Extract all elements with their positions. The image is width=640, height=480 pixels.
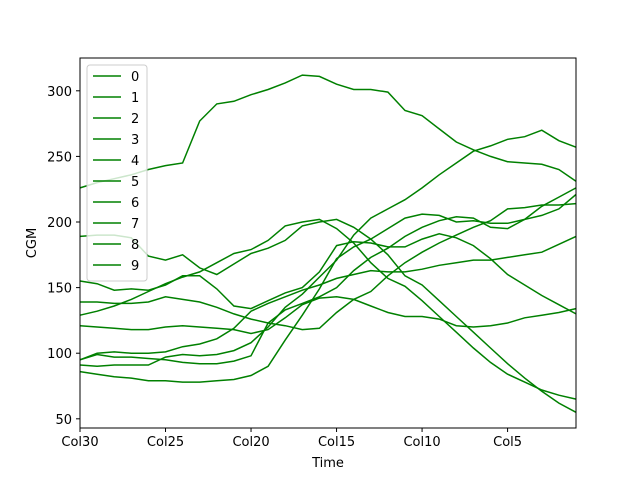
x-tick-label: Col20 xyxy=(232,435,269,450)
series-line-4 xyxy=(79,218,577,400)
legend-label-3: 3 xyxy=(131,133,139,148)
legend-label-7: 7 xyxy=(131,217,139,232)
series-lines xyxy=(79,74,577,413)
y-tick-label: 200 xyxy=(47,216,72,231)
y-tick-label: 100 xyxy=(47,347,72,362)
series-line-1 xyxy=(79,218,577,413)
x-tick-label: Col15 xyxy=(318,435,355,450)
x-axis: Col30 Col25 Col20 Col15 Col10 Col5 xyxy=(61,428,522,450)
x-tick-label: Col30 xyxy=(61,435,98,450)
series-line-9 xyxy=(79,187,577,383)
legend-label-5: 5 xyxy=(131,175,139,190)
x-tick-label: Col10 xyxy=(403,435,440,450)
legend-label-6: 6 xyxy=(131,196,139,211)
series-line-7 xyxy=(79,129,577,368)
plot-frame xyxy=(79,57,577,429)
y-tick-label: 300 xyxy=(47,85,72,100)
x-tick-label: Col5 xyxy=(493,435,522,450)
y-tick-label: 150 xyxy=(47,282,72,297)
legend-label-2: 2 xyxy=(131,112,139,127)
legend-label-9: 9 xyxy=(131,259,139,274)
x-tick-label: Col25 xyxy=(147,435,184,450)
legend-box xyxy=(86,64,148,282)
legend: 0 1 2 3 4 5 6 7 8 9 xyxy=(86,64,148,282)
legend-label-4: 4 xyxy=(131,154,139,169)
legend-label-0: 0 xyxy=(131,70,139,85)
series-line-2 xyxy=(79,233,577,315)
legend-label-1: 1 xyxy=(131,91,139,106)
y-tick-label: 250 xyxy=(47,150,72,165)
series-line-8 xyxy=(79,235,577,361)
y-tick-label: 50 xyxy=(55,413,72,428)
y-axis: 50 100 150 200 250 300 xyxy=(47,85,80,428)
series-line-5 xyxy=(79,296,577,335)
x-axis-label: Time xyxy=(311,456,344,471)
legend-label-8: 8 xyxy=(131,238,139,253)
series-line-3 xyxy=(80,202,577,331)
series-line-0 xyxy=(79,74,577,189)
series-line-6 xyxy=(79,193,577,365)
y-axis-label: CGM xyxy=(25,228,40,258)
